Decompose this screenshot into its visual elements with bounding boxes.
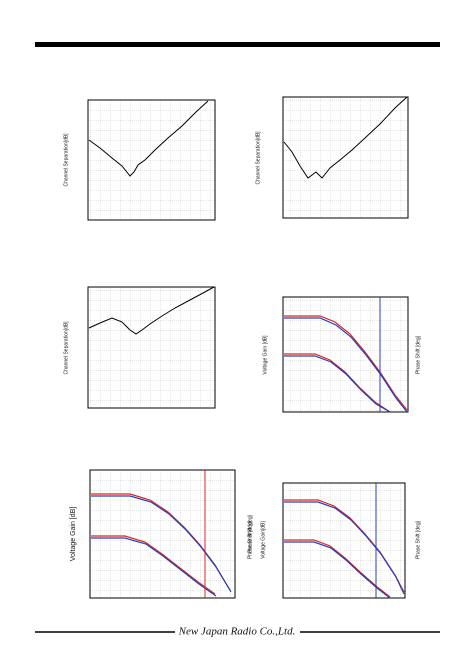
plot-area [89,469,236,599]
curve [91,537,217,597]
footer-text: New Japan Radio Co.,Ltd. [178,626,296,638]
curve [88,286,215,335]
curve [284,501,405,595]
curve [284,355,391,413]
y2-label: Phase Shift [deg] [247,514,253,553]
curve [284,353,391,413]
y-label: Channel Separation[dB] [255,131,261,185]
y-label: Voltage Gain [dB] [262,335,268,375]
curve [91,495,232,593]
curve [284,315,408,411]
y2-label: Phase Shift [deg] [415,335,421,374]
y-label: Channel Separation[dB] [63,133,69,187]
header-bar [35,42,440,47]
curve [91,535,216,595]
y-label: Voltage Gain [dB] [70,507,77,562]
plot-area [282,96,409,219]
y3-label: Phase Shift [deg] [247,520,253,559]
y2-label: Phase Shift [deg] [415,520,421,559]
y-label: Channel Separation[dB] [63,321,69,375]
curve [284,317,408,413]
plot-area [87,99,216,221]
plot-area [87,286,216,409]
curve [283,96,408,179]
curve [88,100,209,177]
curve [284,541,391,599]
y-label: Voltage Gain[dB] [260,521,266,559]
